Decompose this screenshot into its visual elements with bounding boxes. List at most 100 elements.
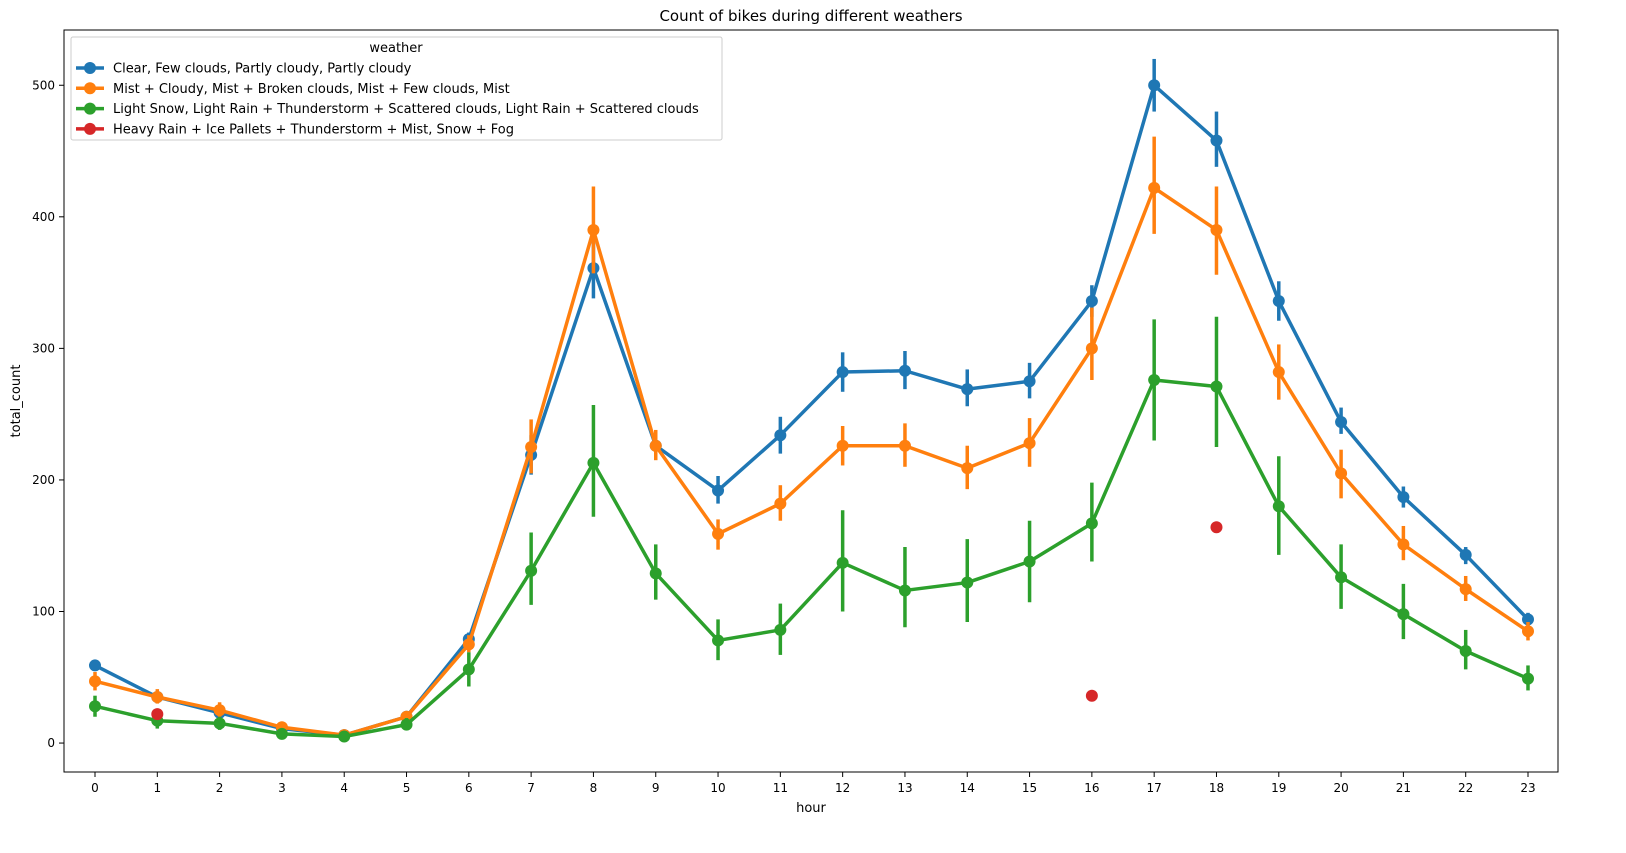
- x-tick-label: 13: [897, 781, 912, 795]
- y-axis: 0 100 200 300 400 500: [32, 78, 64, 750]
- data-point: [1024, 437, 1036, 449]
- x-tick-label: 6: [465, 781, 473, 795]
- x-tick-label: 5: [403, 781, 411, 795]
- legend-entry-label: Heavy Rain + Ice Pallets + Thunderstorm …: [113, 122, 514, 137]
- x-axis-label: hour: [796, 801, 826, 816]
- data-point: [1148, 79, 1160, 91]
- x-tick-label: 0: [91, 781, 99, 795]
- x-tick-label: 22: [1458, 781, 1473, 795]
- data-point: [338, 730, 350, 742]
- data-point: [712, 634, 724, 646]
- legend-entry-label: Mist + Cloudy, Mist + Broken clouds, Mis…: [113, 82, 510, 97]
- data-point: [1335, 467, 1347, 479]
- data-point: [961, 383, 973, 395]
- y-tick-label: 500: [32, 78, 55, 92]
- data-point: [1210, 381, 1222, 393]
- data-point: [1024, 556, 1036, 568]
- data-point: [214, 704, 226, 716]
- data-point: [1024, 375, 1036, 387]
- legend-swatch-marker: [84, 123, 96, 135]
- data-point: [1397, 538, 1409, 550]
- x-tick-label: 11: [773, 781, 788, 795]
- x-tick-label: 4: [340, 781, 348, 795]
- data-point: [89, 675, 101, 687]
- legend-swatch-marker: [84, 62, 96, 74]
- data-point: [837, 366, 849, 378]
- data-point: [650, 567, 662, 579]
- series-2: [89, 317, 1534, 743]
- x-tick-label: 9: [652, 781, 660, 795]
- data-point: [650, 440, 662, 452]
- data-point: [1522, 625, 1534, 637]
- data-point: [1210, 135, 1222, 147]
- data-point: [1273, 500, 1285, 512]
- x-tick-label: 12: [835, 781, 850, 795]
- data-point: [899, 365, 911, 377]
- legend-entry-label: Light Snow, Light Rain + Thunderstorm + …: [113, 102, 699, 117]
- legend-swatch-marker: [84, 82, 96, 94]
- data-point: [401, 719, 413, 731]
- series-line: [95, 380, 1528, 737]
- data-point: [774, 498, 786, 510]
- data-point: [525, 565, 537, 577]
- data-point: [774, 429, 786, 441]
- x-tick-label: 1: [153, 781, 161, 795]
- data-point: [899, 440, 911, 452]
- data-point: [1397, 491, 1409, 503]
- data-point: [1086, 517, 1098, 529]
- data-point: [463, 663, 475, 675]
- data-point: [151, 691, 163, 703]
- data-point: [961, 577, 973, 589]
- data-point: [276, 728, 288, 740]
- data-point: [463, 638, 475, 650]
- data-point: [151, 708, 163, 720]
- legend-title: weather: [369, 41, 423, 56]
- legend-entry-label: Clear, Few clouds, Partly cloudy, Partly…: [113, 62, 412, 77]
- x-tick-label: 21: [1396, 781, 1411, 795]
- x-tick-label: 7: [527, 781, 535, 795]
- x-tick-label: 23: [1520, 781, 1535, 795]
- legend: weather Clear, Few clouds, Partly cloudy…: [71, 37, 722, 140]
- data-point: [712, 528, 724, 540]
- series-0: [89, 59, 1534, 741]
- data-point: [1210, 224, 1222, 236]
- y-tick-label: 0: [47, 736, 55, 750]
- y-tick-label: 400: [32, 210, 55, 224]
- x-tick-label: 17: [1147, 781, 1162, 795]
- data-point: [899, 584, 911, 596]
- x-tick-label: 14: [960, 781, 975, 795]
- data-point: [1086, 690, 1098, 702]
- data-point: [1086, 342, 1098, 354]
- y-tick-label: 200: [32, 473, 55, 487]
- data-point: [89, 700, 101, 712]
- data-point: [1210, 521, 1222, 533]
- y-axis-label: total_count: [9, 365, 24, 438]
- series-line: [95, 85, 1528, 735]
- data-point: [774, 624, 786, 636]
- x-tick-label: 19: [1271, 781, 1286, 795]
- x-tick-label: 3: [278, 781, 286, 795]
- data-point: [961, 462, 973, 474]
- data-point: [712, 484, 724, 496]
- series-3: [151, 521, 1222, 720]
- plot-area: [89, 59, 1534, 743]
- x-tick-label: 20: [1333, 781, 1348, 795]
- data-point: [1397, 608, 1409, 620]
- x-tick-label: 2: [216, 781, 224, 795]
- x-tick-label: 10: [710, 781, 725, 795]
- x-tick-label: 18: [1209, 781, 1224, 795]
- series-line: [95, 188, 1528, 735]
- chart-title: Count of bikes during different weathers: [659, 7, 962, 25]
- data-point: [1086, 295, 1098, 307]
- data-point: [587, 457, 599, 469]
- data-point: [1460, 583, 1472, 595]
- data-point: [1522, 673, 1534, 685]
- data-point: [89, 659, 101, 671]
- y-tick-label: 100: [32, 604, 55, 618]
- data-point: [1148, 182, 1160, 194]
- x-tick-label: 8: [590, 781, 598, 795]
- data-point: [214, 717, 226, 729]
- legend-swatch-marker: [84, 103, 96, 115]
- data-point: [837, 440, 849, 452]
